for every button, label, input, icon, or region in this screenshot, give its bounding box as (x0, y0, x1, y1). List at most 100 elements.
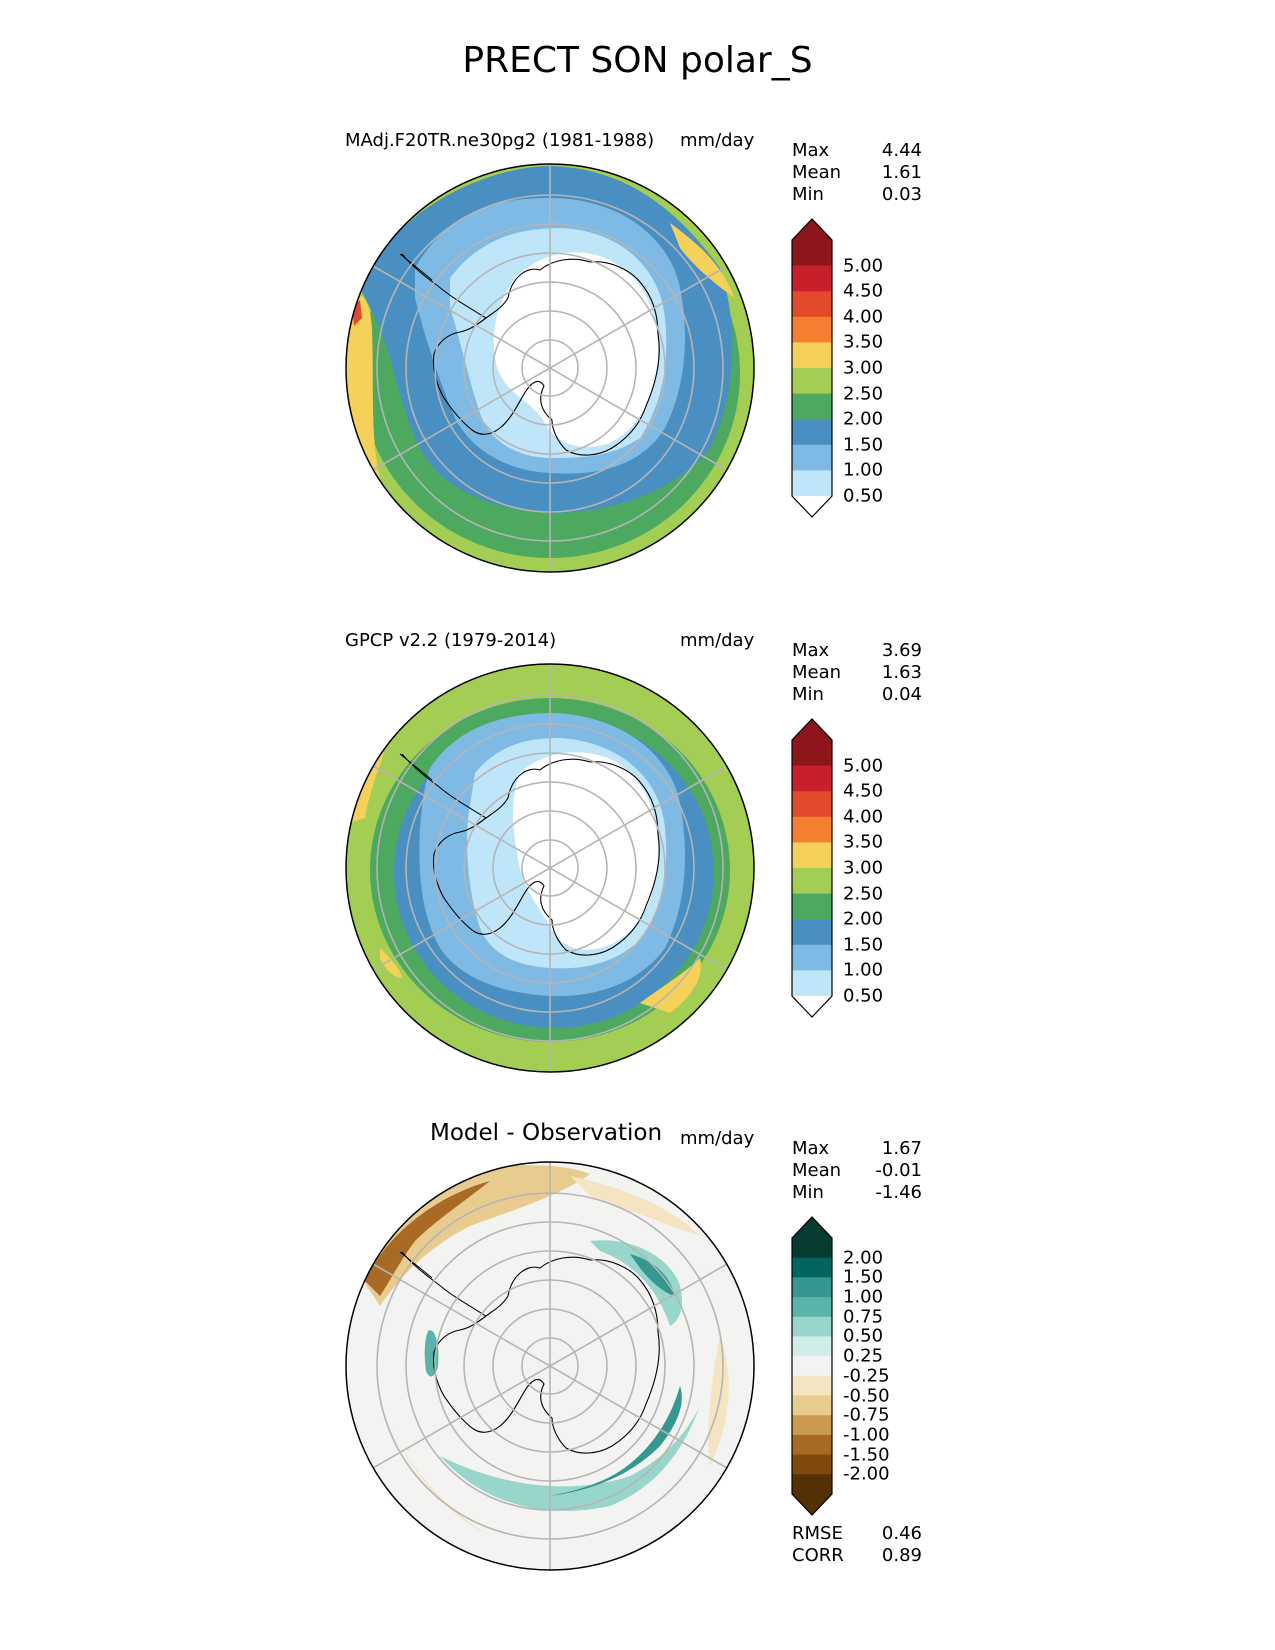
colorbar-segment (792, 316, 832, 343)
stat-min: Min 0.04 (792, 684, 922, 706)
colorbar-segment (792, 868, 832, 895)
field-band-0.3 (493, 252, 658, 447)
colorbar-extend-bottom (792, 996, 832, 1017)
colorbar-outline (791, 218, 833, 518)
colorbar-segment (792, 970, 832, 997)
colorbar-segment (792, 1238, 832, 1259)
colorbar (791, 1216, 833, 1516)
colorbar (791, 218, 833, 518)
colorbar-segment (792, 765, 832, 792)
colorbar-label: 3.00 (843, 857, 884, 879)
stat-label: Min (792, 684, 824, 705)
field-feature-brown-light (360, 1165, 590, 1306)
stat-value: 1.63 (881, 662, 922, 683)
colorbar-extend-bottom (792, 1494, 832, 1515)
colorbar-segment (792, 419, 832, 446)
field-feature-yellow-se (640, 958, 701, 1013)
colorbar-segment (792, 393, 832, 420)
stat-value: -0.01 (875, 1160, 922, 1181)
colorbar-segment (792, 816, 832, 843)
colorbar-label: 2.00 (843, 408, 884, 430)
stats-block: Max 1.67 Mean -0.01 Min -1.46 (792, 1138, 922, 1204)
stat-value: 0.89 (881, 1545, 922, 1566)
stat-max: Max 1.67 (792, 1138, 922, 1160)
colorbar-segment (792, 1375, 832, 1397)
coastline (432, 258, 660, 456)
stat-label: Min (792, 184, 824, 205)
colorbar (791, 718, 833, 1018)
colorbar-segment (792, 1356, 832, 1377)
colorbar-label: 3.00 (843, 357, 884, 379)
graticule (372, 664, 728, 1072)
colorbar-label: 1.50 (843, 434, 884, 456)
graticule (372, 1162, 728, 1570)
colorbar-label: -1.50 (843, 1444, 890, 1466)
colorbar-label: 0.75 (843, 1306, 884, 1328)
colorbar-segment (792, 1395, 832, 1416)
colorbar-segment (792, 342, 832, 369)
colorbar-label: 4.50 (843, 280, 884, 302)
field-feature-yellow-sw (380, 948, 402, 978)
colorbar-label: 3.50 (843, 331, 884, 353)
panel-difference: Model - Observation mm/day (0, 1120, 1275, 1608)
map-boundary (345, 163, 755, 573)
colorbar-segment (792, 368, 832, 395)
stat-value: -1.46 (875, 1182, 922, 1203)
panel-left-title: MAdj.F20TR.ne30pg2 (1981-1988) (345, 130, 655, 151)
colorbar-segment (792, 291, 832, 318)
stat-label: Max (792, 1138, 830, 1159)
stat-label: Max (792, 640, 830, 661)
stat-value: 0.04 (881, 684, 922, 705)
colorbar-label: 2.50 (843, 883, 884, 905)
colorbar-extend-bottom (792, 496, 832, 517)
colorbar-label: 2.50 (843, 383, 884, 405)
field-feature-teal-indian-core (630, 1254, 675, 1296)
stat-label: RMSE (792, 1523, 843, 1544)
panel-model: MAdj.F20TR.ne30pg2 (1981-1988) mm/day (0, 130, 1275, 610)
colorbar-label: 5.00 (843, 755, 884, 777)
colorbar-label: 1.50 (843, 1266, 884, 1288)
polar-map (345, 1161, 755, 1571)
stat-mean: Mean -0.01 (792, 1160, 922, 1182)
stat-label: Mean (792, 1160, 842, 1181)
colorbar-segment (792, 1434, 832, 1456)
stat-value: 0.46 (881, 1523, 922, 1544)
stat-rmse: RMSE 0.46 (792, 1523, 922, 1545)
colorbar-segment (792, 1474, 832, 1495)
stat-value: 0.03 (881, 184, 922, 205)
stat-label: Mean (792, 162, 842, 183)
main-title: PRECT SON polar_S (462, 40, 813, 81)
colorbar-outline (791, 1216, 833, 1516)
stat-label: Min (792, 1182, 824, 1203)
colorbar-segment (792, 1415, 832, 1436)
colorbar-label: 1.00 (843, 459, 884, 481)
stat-corr: CORR 0.89 (792, 1545, 922, 1567)
colorbar-segment (792, 240, 832, 267)
stat-label: Max (792, 140, 830, 161)
colorbar-extend-top (792, 219, 832, 240)
colorbar-segment (792, 265, 832, 292)
stat-mean: Mean 1.61 (792, 162, 922, 184)
field-feature-teal-indian (590, 1240, 682, 1326)
panel-units: mm/day (680, 630, 755, 651)
stat-label: CORR (792, 1545, 844, 1566)
colorbar-segment (792, 444, 832, 471)
coastline (432, 758, 660, 956)
field-feature-yellow-east (670, 223, 735, 298)
colorbar-segment (792, 893, 832, 920)
stats-block: Max 4.44 Mean 1.61 Min 0.03 (792, 140, 922, 206)
stat-max: Max 4.44 (792, 140, 922, 162)
stat-value: 4.44 (881, 140, 922, 161)
polar-map (345, 663, 755, 1073)
field-feature-brown (365, 1181, 490, 1296)
stat-value: 1.67 (881, 1138, 922, 1159)
graticule (372, 164, 728, 572)
panel-center-title: Model - Observation (430, 1120, 663, 1146)
stat-max: Max 3.69 (792, 640, 922, 662)
stat-label: Mean (792, 662, 842, 683)
colorbar-label: 5.00 (843, 255, 884, 277)
colorbar-segment (792, 842, 832, 869)
colorbar-segment (792, 919, 832, 946)
colorbar-outline (791, 718, 833, 1018)
colorbar-segment (792, 1336, 832, 1357)
